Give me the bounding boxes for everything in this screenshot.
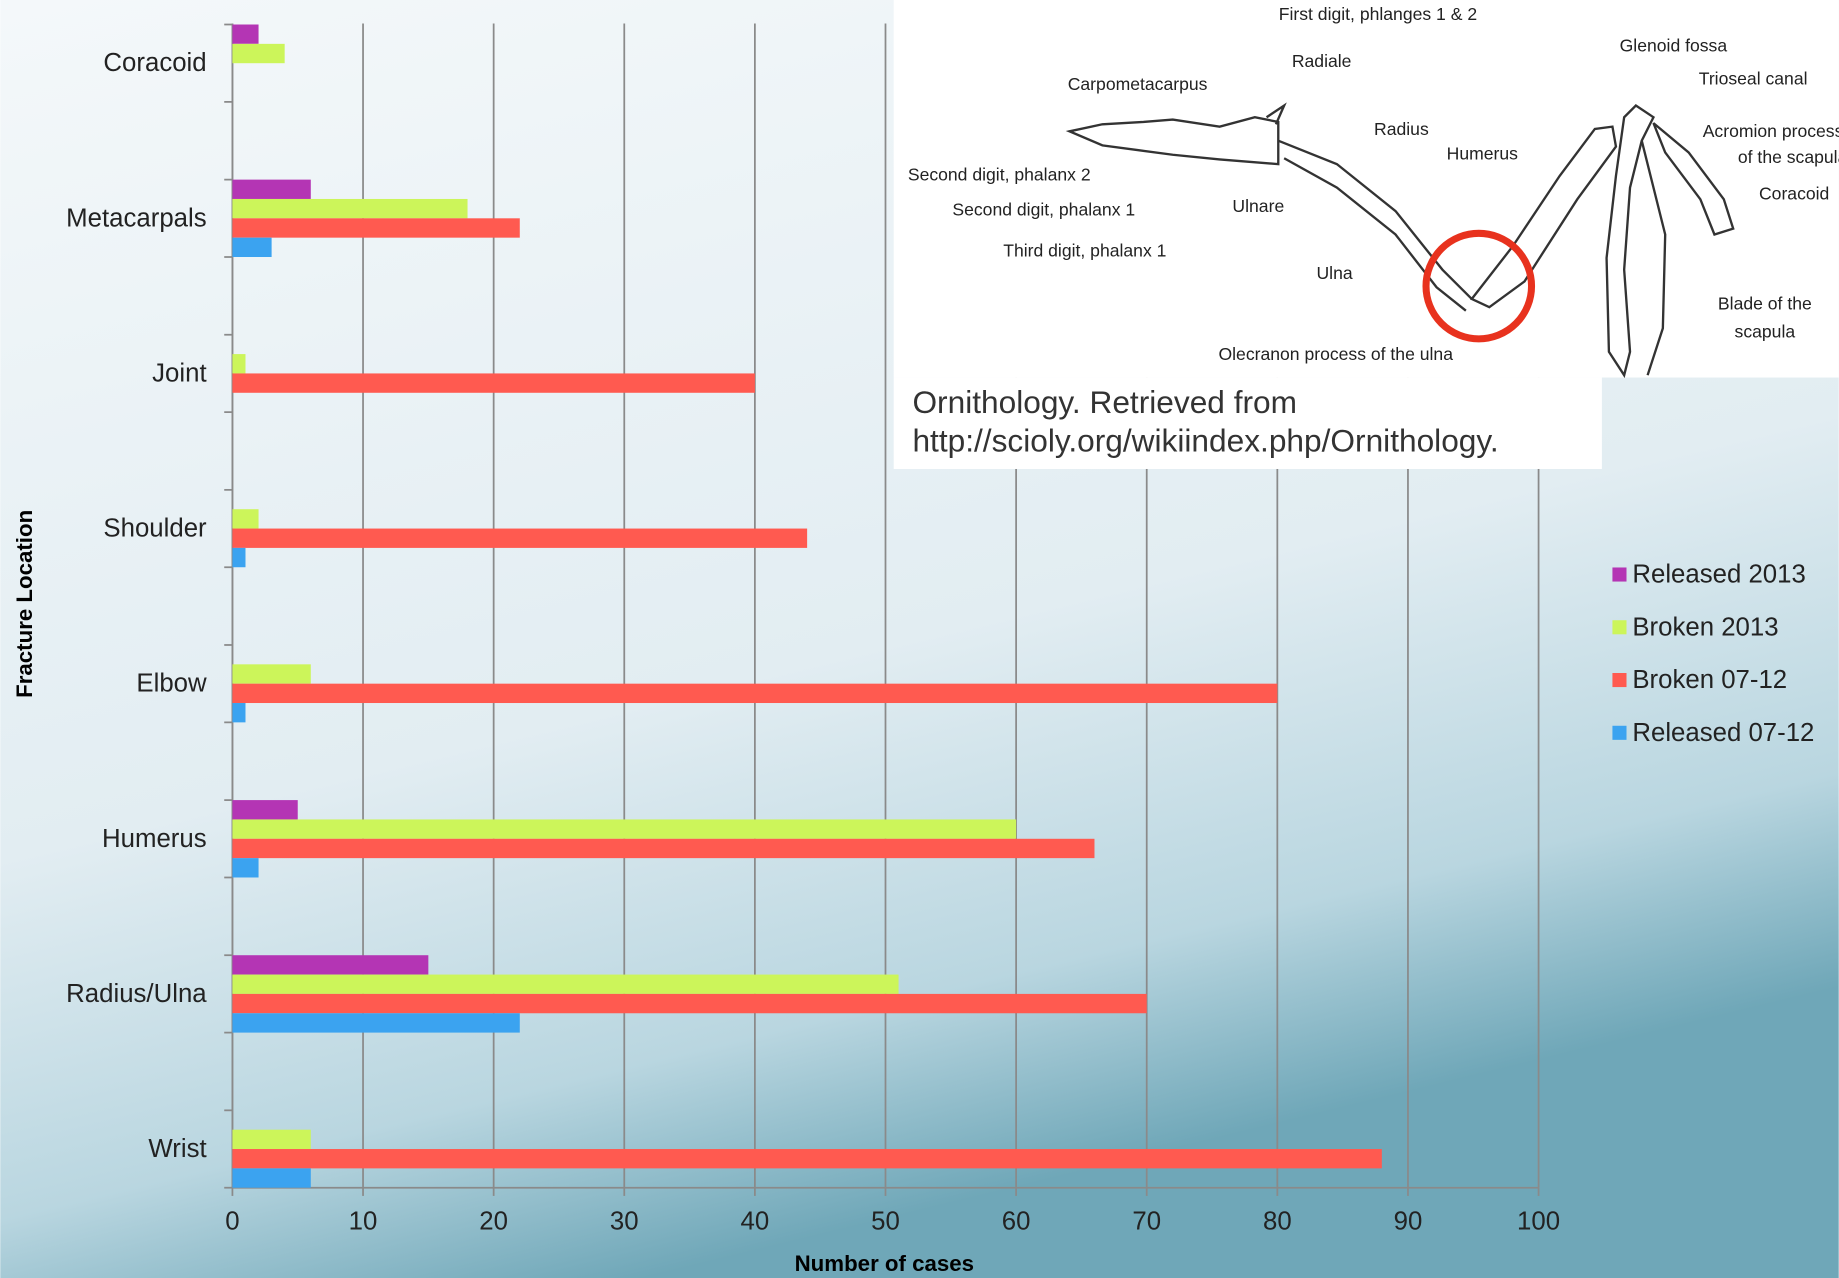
bar	[232, 1129, 311, 1150]
bar	[232, 955, 429, 975]
bar	[232, 509, 259, 529]
citation-background	[893, 377, 1602, 469]
legend-swatch	[1612, 673, 1627, 688]
inset-label: Carpometacarpus	[1068, 74, 1208, 94]
x-tick-label: 100	[1517, 1208, 1560, 1236]
inset-label: scapula	[1735, 322, 1796, 342]
bar	[232, 800, 298, 820]
skeleton-drawing	[1065, 102, 1735, 379]
inset-label: Olecranon process of the ulna	[1218, 344, 1453, 364]
bar	[232, 354, 246, 374]
legend-label: Released 2013	[1632, 560, 1805, 588]
legend-label: Broken 2013	[1632, 613, 1778, 641]
inset-label: Second digit, phalanx 1	[952, 200, 1135, 220]
y-tick-label: Humerus	[102, 825, 207, 853]
bar	[232, 838, 1095, 859]
inset-label: Third digit, phalanx 1	[1003, 241, 1166, 261]
legend-label: Released 07-12	[1632, 719, 1814, 747]
x-tick-label: 30	[610, 1208, 639, 1236]
legend-swatch	[1612, 725, 1627, 740]
bar	[232, 218, 520, 238]
inset-label: Ulnare	[1232, 196, 1284, 216]
x-tick-label: 50	[871, 1208, 900, 1236]
bar	[232, 703, 246, 723]
citation-text: http://scioly.org/wikiindex.php/Ornithol…	[912, 423, 1498, 459]
bar	[232, 683, 1278, 704]
bar	[232, 974, 899, 994]
x-tick-label: 20	[479, 1208, 508, 1236]
legend-label: Broken 07-12	[1632, 666, 1787, 694]
bar	[232, 237, 272, 258]
inset-label: Blade of the	[1718, 293, 1812, 313]
x-tick-label: 70	[1132, 1208, 1161, 1236]
y-tick-label: Coracoid	[103, 49, 206, 77]
x-tick-label: 0	[225, 1208, 239, 1236]
bar	[232, 528, 808, 548]
inset-label: of the scapula	[1738, 147, 1839, 167]
inset-label: Glenoid fossa	[1620, 36, 1728, 56]
bar	[232, 1168, 311, 1188]
citation-text: Ornithology. Retrieved from	[912, 384, 1297, 420]
legend-swatch	[1612, 567, 1627, 582]
y-tick-label: Shoulder	[103, 515, 207, 543]
bar	[232, 547, 246, 568]
x-tick-label: 60	[1002, 1208, 1031, 1236]
inset-figure: First digit, phlanges 1 & 2 Radiale Carpom…	[893, 0, 1839, 469]
inset-label: Ulna	[1316, 263, 1352, 283]
inset-label: Coracoid	[1759, 183, 1829, 203]
y-tick-label: Wrist	[148, 1135, 206, 1163]
inset-label: Second digit, phalanx 2	[908, 165, 1091, 185]
y-tick-label: Metacarpals	[66, 204, 206, 232]
x-axis-title: Number of cases	[795, 1251, 974, 1276]
inset-label: First digit, phlanges 1 & 2	[1279, 4, 1477, 24]
highlight-circle	[1422, 229, 1536, 343]
y-axis-title: Fracture Location	[12, 510, 37, 698]
bar	[232, 179, 311, 199]
bar	[232, 43, 285, 64]
y-tick-label: Joint	[152, 359, 206, 387]
inset-label: Trioseal canal	[1699, 68, 1808, 88]
bar	[232, 373, 755, 393]
bar	[232, 664, 311, 684]
legend-swatch	[1612, 620, 1627, 635]
x-tick-label: 80	[1263, 1208, 1292, 1236]
inset-label: Humerus	[1447, 143, 1519, 163]
bar	[232, 1149, 1382, 1169]
y-tick-label: Radius/Ulna	[66, 980, 207, 1008]
bar	[232, 993, 1147, 1014]
bar	[232, 198, 468, 219]
inset-label: Radius	[1374, 119, 1429, 139]
inset-label: Acromion process	[1703, 121, 1839, 141]
bar	[232, 24, 259, 44]
bar	[232, 858, 259, 878]
bar	[232, 1013, 520, 1033]
y-tick-label: Elbow	[136, 670, 207, 698]
x-tick-label: 10	[349, 1208, 378, 1236]
bar	[232, 819, 1017, 839]
inset-labels: First digit, phlanges 1 & 2 Radiale Carpom…	[908, 4, 1839, 364]
legend: Released 2013 Broken 2013 Broken 07-12 Rele…	[1612, 560, 1814, 747]
x-tick-label: 90	[1394, 1208, 1423, 1236]
x-tick-label: 40	[741, 1208, 770, 1236]
inset-label: Radiale	[1292, 51, 1352, 71]
